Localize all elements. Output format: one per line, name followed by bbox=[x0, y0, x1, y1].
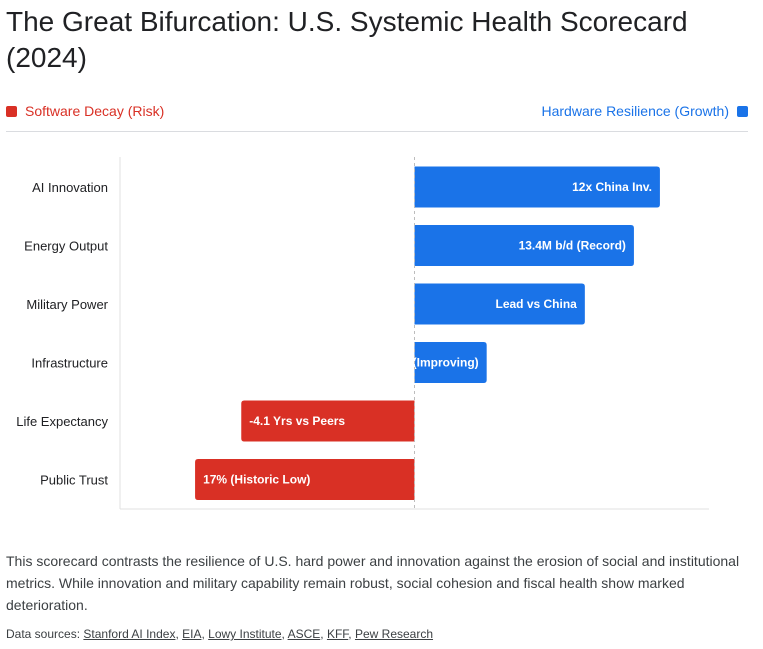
legend-item-growth: Hardware Resilience (Growth) bbox=[541, 103, 748, 119]
source-link[interactable]: KFF bbox=[326, 627, 349, 641]
source-link[interactable]: Stanford AI Index bbox=[83, 627, 176, 641]
bar-label: 13.4M b/d (Record) bbox=[519, 239, 626, 253]
bar bbox=[195, 459, 415, 500]
bar-label: C (Improving) bbox=[401, 356, 479, 370]
legend: Software Decay (Risk) Hardware Resilienc… bbox=[6, 103, 748, 125]
sources-prefix: Data sources: bbox=[6, 627, 81, 641]
chart-description: This scorecard contrasts the resilience … bbox=[6, 553, 740, 613]
y-tick-label: Infrastructure bbox=[31, 356, 108, 371]
source-link[interactable]: EIA bbox=[182, 627, 202, 641]
source-links: Stanford AI Index, EIA, Lowy Institute, … bbox=[83, 627, 434, 641]
bar-chart: AI Innovation 12x China Inv. Energy Output… bbox=[16, 157, 709, 510]
bar-label: Lead vs China bbox=[495, 297, 577, 311]
y-tick-label: AI Innovation bbox=[32, 180, 108, 195]
bar bbox=[241, 400, 415, 442]
legend-divider bbox=[6, 131, 748, 132]
source-link[interactable]: ASCE bbox=[287, 627, 321, 641]
data-sources: Data sources: Stanford AI Index, EIA, Lo… bbox=[6, 627, 433, 641]
bar bbox=[414, 342, 487, 383]
bar-label: 17% (Historic Low) bbox=[203, 473, 310, 487]
source-link[interactable]: Pew Research bbox=[354, 627, 434, 641]
bar bbox=[414, 283, 585, 325]
source-link[interactable]: Lowy Institute bbox=[208, 627, 282, 641]
y-tick-label: Energy Output bbox=[24, 239, 108, 254]
legend-swatch-risk bbox=[6, 105, 17, 117]
bar-label: -4.1 Yrs vs Peers bbox=[249, 414, 345, 428]
legend-label-risk: Software Decay (Risk) bbox=[25, 103, 165, 119]
bar bbox=[414, 225, 634, 266]
y-tick-label: Public Trust bbox=[40, 473, 108, 488]
chart-title: The Great Bifurcation: U.S. Systemic Hea… bbox=[6, 6, 688, 73]
legend-label-growth: Hardware Resilience (Growth) bbox=[541, 103, 729, 119]
bar-label: 12x China Inv. bbox=[572, 180, 652, 194]
legend-item-risk: Software Decay (Risk) bbox=[6, 103, 164, 119]
y-tick-label: Military Power bbox=[26, 297, 108, 312]
bar bbox=[414, 166, 660, 208]
y-tick-label: Life Expectancy bbox=[16, 414, 108, 429]
legend-swatch-growth bbox=[737, 105, 748, 117]
